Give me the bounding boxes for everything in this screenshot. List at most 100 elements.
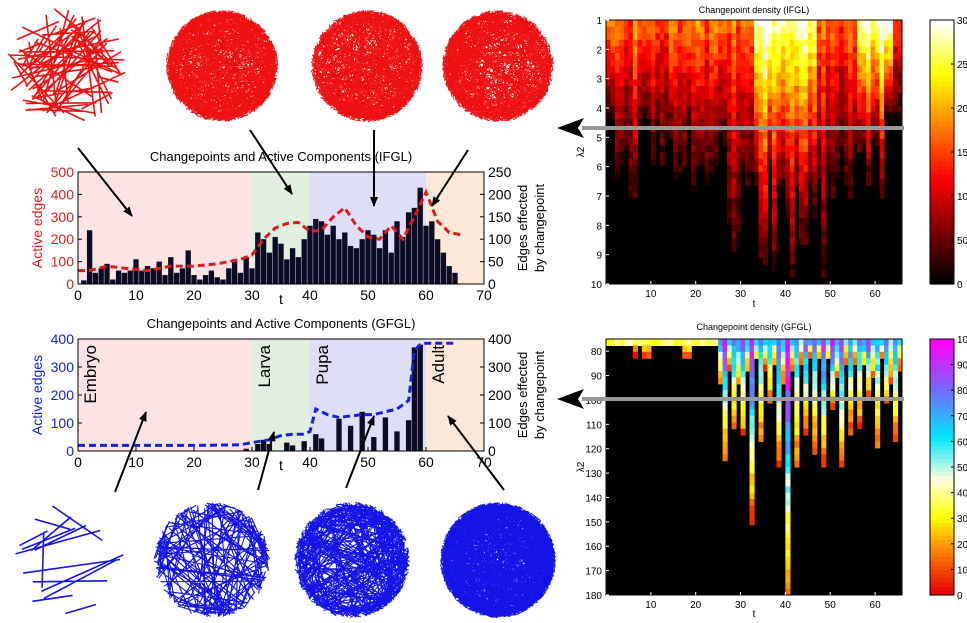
- ifgl-heat-cell: [875, 66, 881, 74]
- ifgl-heat-cell: [888, 46, 894, 54]
- ifgl-heat-cell: [888, 39, 894, 47]
- ifgl-heat-cell: [771, 145, 778, 153]
- ifgl-heat-cell: [803, 237, 809, 245]
- ifgl-heat-cell: [610, 33, 616, 41]
- ifgl-bar: [365, 230, 371, 284]
- ifgl-heat-cell: [807, 152, 813, 160]
- gfgl-heat-cell: [785, 390, 791, 398]
- ifgl-heat-cell: [727, 112, 733, 120]
- ifgl-heat-cell: [606, 92, 612, 100]
- gfgl-heat-cell: [839, 383, 845, 391]
- ifgl-heat-cell: [780, 145, 786, 153]
- ifgl-heat-cell: [673, 138, 679, 146]
- gfgl-heat-cell: [718, 339, 724, 346]
- ifgl-heat-cell: [682, 132, 688, 140]
- ifgl-heat-cell: [695, 99, 701, 107]
- ifgl-heat-cell: [682, 112, 688, 120]
- gfgl-heat-cell: [821, 460, 827, 468]
- ifgl-heat-cell: [789, 145, 795, 153]
- ifgl-heat-cell: [619, 92, 625, 100]
- ifgl-heat-cell: [879, 158, 885, 166]
- ifgl-heat-cell: [821, 145, 827, 153]
- ifgl-heat-cell: [749, 145, 755, 153]
- ifgl-colorbar-band: [930, 59, 954, 65]
- ifgl-heat-cell: [776, 152, 782, 160]
- ifgl-heat-cell: [857, 138, 863, 146]
- gfgl-heat-cell: [776, 364, 782, 372]
- ifgl-heat-cell: [632, 191, 638, 199]
- ifgl-heat-cell: [758, 72, 764, 80]
- ifgl-heat-cell: [812, 158, 818, 166]
- ifgl-heat-cell: [789, 86, 795, 94]
- ifgl-heat-cell: [825, 152, 831, 160]
- ifgl-heat-cell: [614, 112, 621, 120]
- gfgl-bar: [318, 438, 325, 451]
- ifgl-heat-cell: [852, 99, 858, 107]
- ifgl-heat-cell: [884, 105, 890, 113]
- ifgl-heat-cell: [834, 59, 840, 67]
- gfgl-heat-cell: [740, 390, 746, 398]
- ifgl-heat-cell: [628, 185, 634, 193]
- ifgl-heat-cell: [686, 86, 692, 94]
- gfgl-colorbar-band: [930, 347, 954, 353]
- ifgl-heat-cell: [798, 132, 804, 140]
- ifgl-heat-cell: [677, 165, 683, 173]
- gfgl-y-tick-label-right: 200: [488, 387, 512, 403]
- ifgl-heat-cell: [727, 165, 733, 173]
- gfgl-heat-cell: [866, 339, 872, 346]
- ifgl-heat-cell: [632, 178, 638, 186]
- gfgl-bar: [382, 417, 389, 451]
- ifgl-heat-cell: [762, 158, 769, 166]
- ifgl-heat-cell: [623, 39, 630, 47]
- ifgl-heat-cell: [875, 86, 881, 94]
- gfgl-heat-cell: [821, 383, 827, 391]
- gfgl-heat-cell: [776, 447, 782, 455]
- ifgl-bar: [382, 230, 389, 284]
- ifgl-heat-cell: [803, 218, 809, 226]
- ifgl-heat-cell: [780, 105, 786, 113]
- ifgl-heat-cell: [664, 59, 670, 67]
- ifgl-heat-cell: [803, 79, 809, 87]
- ifgl-bar: [371, 234, 377, 284]
- ifgl-bar: [342, 232, 348, 284]
- ifgl-heat-cell: [614, 33, 621, 41]
- ifgl-heat-cell: [691, 165, 697, 173]
- ifgl-heat-cell: [700, 33, 706, 41]
- ifgl-heat-cell: [884, 46, 890, 54]
- ifgl-heat-cell: [848, 145, 854, 153]
- ifgl-heat-cell: [691, 138, 697, 146]
- gfgl-colorbar-band: [930, 339, 954, 344]
- ifgl-heat-cell: [884, 92, 890, 100]
- ifgl-heat-cell: [745, 165, 751, 173]
- ifgl-heat-cell: [722, 79, 728, 87]
- ifgl-heat-cell: [767, 72, 773, 80]
- ifgl-heat-cell: [767, 105, 773, 113]
- ifgl-colorbar-band: [930, 143, 954, 149]
- ifgl-heat-cell: [668, 79, 674, 87]
- gfgl-bar: [417, 344, 423, 451]
- ifgl-heat-cell: [884, 20, 890, 28]
- gfgl-heat-cell: [785, 415, 791, 423]
- ifgl-bar: [405, 212, 412, 284]
- gfgl-heat-cell: [776, 383, 782, 391]
- ifgl-heat-cell: [848, 86, 854, 94]
- network-edges: [310, 9, 424, 123]
- ifgl-heat-cell: [870, 99, 876, 107]
- ifgl-heat-cell: [861, 53, 867, 61]
- ifgl-heat-cell: [731, 211, 737, 219]
- gfgl-colorbar-band: [930, 437, 954, 442]
- ifgl-heat-cell: [736, 211, 742, 219]
- ifgl-heat-cell: [812, 59, 818, 67]
- ifgl-heat-cell: [749, 53, 755, 61]
- ifgl-heat-cell: [614, 46, 621, 54]
- ifgl-heat-cell: [807, 53, 813, 61]
- gfgl-heat-cell: [848, 351, 854, 359]
- ifgl-heat-cell: [727, 138, 733, 146]
- ifgl-heat-cell: [839, 105, 845, 113]
- ifgl-heat-cell: [713, 66, 719, 74]
- ifgl-heat-cell: [888, 26, 894, 34]
- ifgl-heat-cell: [614, 158, 621, 166]
- ifgl-heat-cell: [682, 119, 688, 127]
- ifgl-bar: [92, 272, 99, 284]
- ifgl-heat-cell: [825, 105, 831, 113]
